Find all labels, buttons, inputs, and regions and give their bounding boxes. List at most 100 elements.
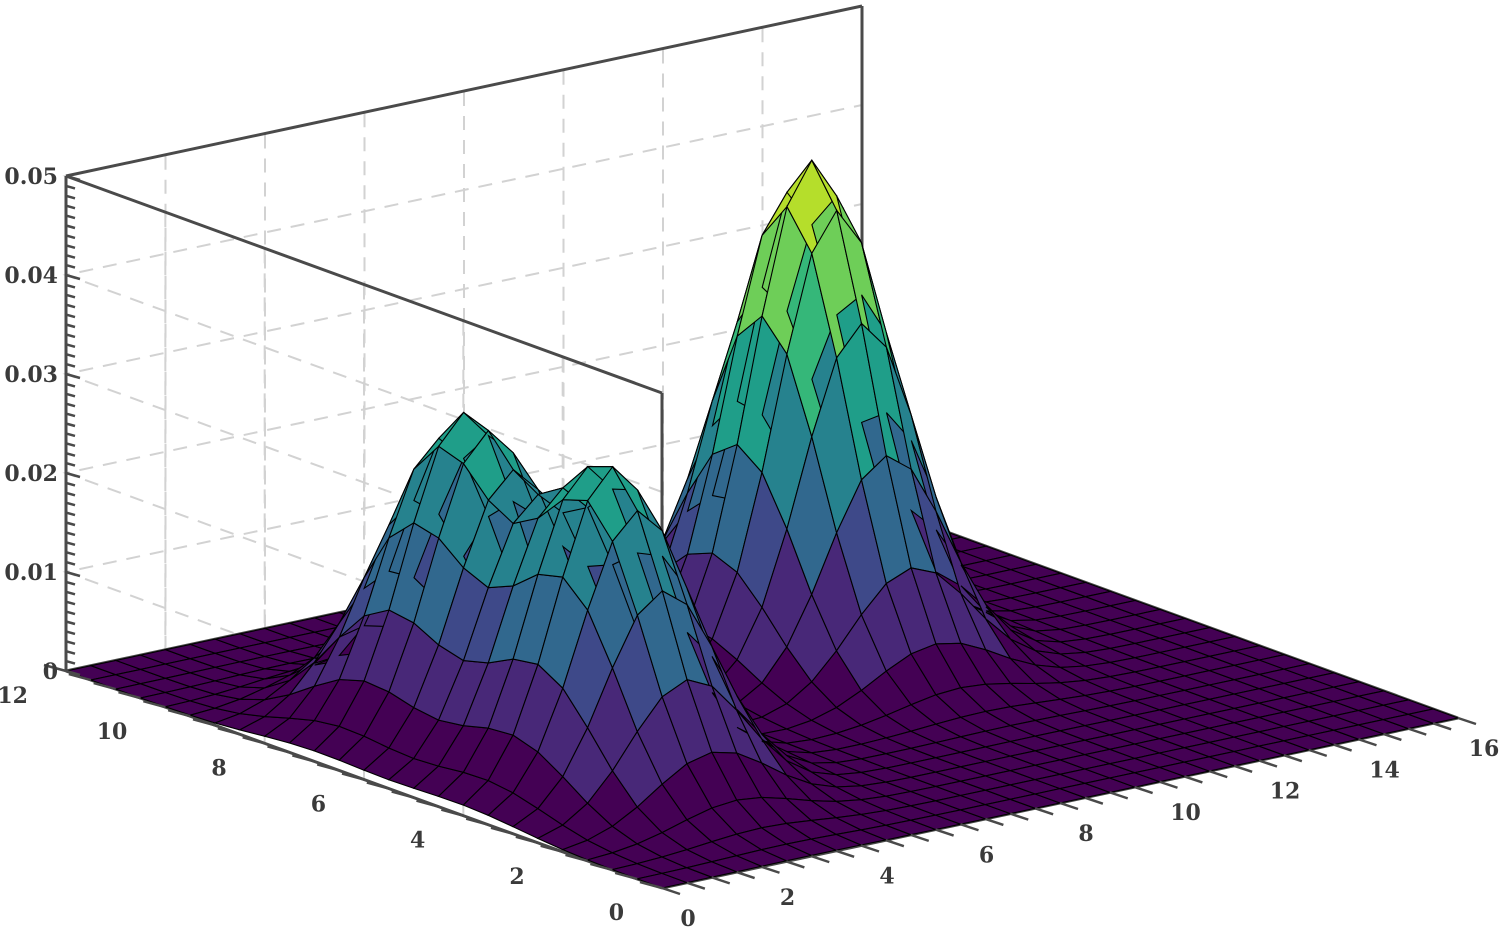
y-tick <box>267 745 290 754</box>
x-tick-label: 6 <box>979 842 994 868</box>
x-tick <box>1084 796 1104 805</box>
tick-labels: 0 0.01 0.02 0.03 0.04 0.05 0 2 4 6 8 10 12 0 2 4 6 8 10 12 1… <box>0 164 1499 930</box>
y-tick <box>565 853 588 863</box>
x-tick <box>1134 785 1154 795</box>
z-tick <box>65 293 76 299</box>
x-tick <box>1407 727 1427 736</box>
z-tick <box>65 253 76 259</box>
z-tick <box>65 541 76 547</box>
z-tick <box>65 600 76 606</box>
y-tick-label: 4 <box>410 828 425 854</box>
x-tick <box>910 833 930 843</box>
y-tick <box>590 862 613 872</box>
y-tick-label: 10 <box>97 719 128 745</box>
x-tick <box>835 849 855 858</box>
x-tick <box>1432 722 1452 731</box>
z-tick <box>65 580 76 586</box>
y-tick <box>416 799 439 808</box>
y-tick-label: 6 <box>311 792 326 818</box>
x-tick <box>711 876 731 885</box>
z-tick <box>65 570 81 578</box>
z-tick <box>65 333 76 339</box>
x-tick-label: 12 <box>1270 779 1301 805</box>
z-tick-label: 0.05 <box>4 164 58 190</box>
x-tick <box>1283 754 1303 763</box>
z-tick <box>65 659 76 665</box>
z-tick <box>65 362 76 368</box>
x-tick <box>935 828 955 837</box>
y-tick <box>118 690 141 700</box>
surface-patch <box>1406 708 1460 724</box>
x-tick <box>1333 743 1353 752</box>
z-tick <box>65 610 76 616</box>
z-tick <box>65 273 81 281</box>
x-tick <box>1308 748 1328 758</box>
x-tick-label: 16 <box>1469 736 1500 762</box>
z-tick-label: 0 <box>43 659 58 685</box>
z-tick <box>65 550 76 556</box>
y-tick <box>93 681 116 691</box>
x-tick <box>785 860 805 869</box>
z-tick <box>65 620 76 626</box>
y-tick-label: 2 <box>509 864 524 890</box>
surface-mesh <box>64 158 1460 889</box>
x-tick <box>686 881 706 890</box>
z-tick <box>65 184 76 190</box>
z-tick <box>65 491 76 497</box>
z-tick <box>65 194 76 200</box>
z-tick <box>65 352 76 358</box>
y-tick <box>540 844 563 854</box>
z-tick <box>65 511 76 517</box>
z-tick <box>65 263 76 269</box>
z-tick <box>65 234 76 240</box>
z-tick <box>65 174 81 182</box>
y-tick <box>242 736 265 745</box>
y-tick <box>217 727 241 736</box>
x-tick <box>1183 775 1203 784</box>
x-tick <box>1208 769 1228 779</box>
z-tick <box>65 392 76 398</box>
x-tick-label: 2 <box>780 885 795 911</box>
y-tick <box>515 835 539 844</box>
z-tick <box>65 402 76 408</box>
y-tick <box>341 772 365 781</box>
x-tick <box>810 854 830 864</box>
y-tick <box>614 871 638 881</box>
z-tick-label: 0.03 <box>4 362 58 388</box>
x-tick <box>736 870 756 880</box>
z-tick <box>65 471 81 479</box>
y-tick <box>167 709 191 718</box>
z-tick <box>65 214 76 220</box>
x-tick <box>1457 716 1477 726</box>
z-tick <box>65 669 81 677</box>
z-tick <box>65 244 76 250</box>
y-tick <box>441 808 464 817</box>
z-tick <box>65 649 76 655</box>
y-tick <box>68 672 92 682</box>
y-tick <box>490 826 514 835</box>
frame-edge <box>65 174 663 395</box>
y-tick <box>316 763 340 772</box>
z-tick <box>65 531 76 537</box>
z-tick <box>65 442 76 448</box>
y-tick <box>192 718 216 727</box>
y-tick <box>43 663 67 673</box>
x-tick <box>984 817 1004 827</box>
y-tick <box>143 699 166 709</box>
z-tick-label: 0.01 <box>4 560 58 586</box>
y-tick <box>292 754 315 763</box>
x-tick <box>1159 780 1178 789</box>
x-tick <box>1358 738 1377 747</box>
x-tick <box>1059 801 1079 811</box>
z-tick <box>65 372 81 380</box>
axis-ticks <box>43 174 1477 896</box>
y-tick-label: 12 <box>0 683 28 709</box>
z-tick-label: 0.02 <box>4 461 58 487</box>
z-tick <box>65 303 76 309</box>
x-tick <box>661 886 681 896</box>
z-tick <box>65 204 76 210</box>
x-tick <box>1009 812 1029 821</box>
z-tick <box>65 590 76 596</box>
x-tick <box>761 865 780 874</box>
